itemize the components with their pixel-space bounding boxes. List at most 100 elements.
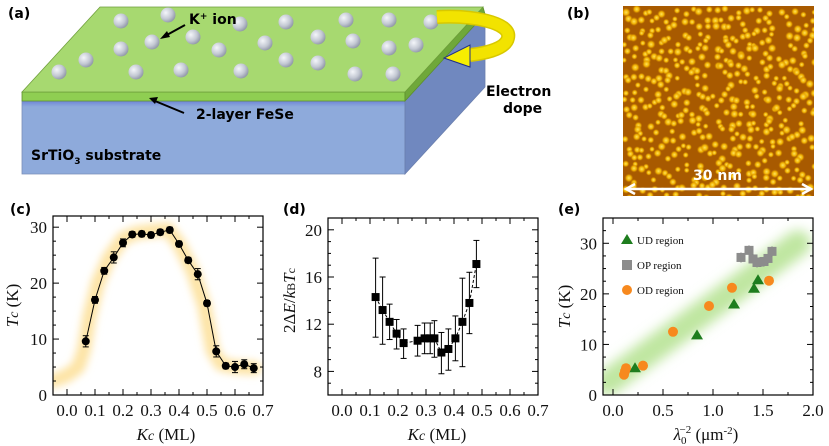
data-point bbox=[472, 260, 481, 269]
stm-atom bbox=[776, 174, 784, 182]
data-point-od bbox=[704, 300, 714, 311]
y-axis-label: 2ΔE/kBTc bbox=[280, 268, 299, 333]
data-point-op bbox=[736, 252, 746, 262]
data-point bbox=[156, 228, 165, 237]
stm-atom bbox=[758, 138, 765, 145]
stm-atom bbox=[728, 47, 738, 56]
stm-atom bbox=[735, 143, 744, 151]
stm-atom bbox=[784, 95, 793, 104]
electron-dope-label-line1: Electron bbox=[486, 84, 551, 100]
electron-dope-label-line2: dope bbox=[503, 101, 542, 117]
stm-atom bbox=[671, 16, 678, 22]
stm-atom bbox=[682, 98, 691, 107]
stm-atom bbox=[809, 17, 814, 25]
data-point-ud bbox=[629, 362, 641, 373]
stm-atom bbox=[763, 95, 773, 105]
y-axis-label: Tc (K) bbox=[3, 284, 22, 328]
data-point-od bbox=[668, 326, 678, 337]
stm-atom bbox=[646, 191, 654, 196]
stm-atom bbox=[663, 86, 670, 93]
k-ion-sphere bbox=[160, 7, 176, 23]
stm-atom bbox=[718, 163, 727, 173]
stm-atom bbox=[738, 132, 748, 142]
stm-atom bbox=[734, 119, 744, 128]
x-tick-label: 2.0 bbox=[802, 401, 823, 420]
stm-atom bbox=[630, 103, 639, 112]
stm-atom bbox=[694, 6, 704, 17]
data-point bbox=[371, 293, 380, 302]
stm-atom bbox=[724, 85, 732, 93]
stm-atom bbox=[673, 61, 681, 69]
stm-atom bbox=[678, 132, 687, 142]
stm-atom bbox=[631, 53, 638, 60]
data-point bbox=[91, 295, 99, 304]
stm-atom bbox=[623, 135, 629, 143]
x-tick-label: 0.1 bbox=[359, 401, 380, 420]
stm-atom bbox=[811, 162, 814, 171]
stm-atom bbox=[683, 161, 690, 168]
stm-atom bbox=[788, 132, 797, 141]
stm-atom bbox=[626, 194, 633, 196]
stm-atom bbox=[713, 53, 722, 61]
stm-atom bbox=[683, 87, 693, 97]
data-point bbox=[184, 256, 193, 265]
stm-atom bbox=[805, 98, 814, 107]
stm-atom bbox=[801, 52, 809, 60]
y-tick-label: 10 bbox=[30, 330, 47, 349]
stm-atom bbox=[683, 167, 690, 174]
x-tick-label: 0.5 bbox=[196, 401, 217, 420]
stm-atom bbox=[677, 111, 686, 120]
stm-atom bbox=[719, 142, 729, 151]
stm-atom bbox=[799, 76, 808, 85]
stm-atom bbox=[689, 181, 698, 190]
stm-atom bbox=[713, 102, 720, 109]
stm-atom bbox=[767, 151, 775, 158]
stm-atom bbox=[767, 126, 775, 133]
stm-atom bbox=[697, 52, 707, 62]
stm-atom bbox=[654, 53, 664, 63]
stm-atom bbox=[748, 109, 758, 119]
y-tick-label: 16 bbox=[305, 268, 322, 287]
stm-atom bbox=[625, 111, 634, 119]
stm-atom bbox=[776, 109, 783, 116]
panel-d-label: (d) bbox=[283, 202, 306, 218]
stm-atom bbox=[669, 20, 679, 30]
stm-atom bbox=[806, 133, 814, 143]
k-ion-sphere bbox=[78, 52, 94, 68]
stm-atom bbox=[762, 71, 771, 80]
k-ion-sphere bbox=[232, 16, 248, 32]
stm-atom bbox=[654, 96, 663, 105]
x-axis-label: Kc (ML) bbox=[136, 425, 196, 444]
stm-atom bbox=[797, 125, 807, 135]
stm-atom bbox=[769, 178, 777, 186]
stm-atom bbox=[732, 37, 740, 45]
k-ion-spheres bbox=[51, 7, 439, 82]
stm-atom bbox=[745, 177, 753, 184]
stm-atom bbox=[642, 86, 650, 93]
y-tick-label: 30 bbox=[580, 234, 597, 253]
y-tick-label: 20 bbox=[30, 274, 47, 293]
stm-atom bbox=[682, 151, 689, 159]
panel-e-label: (e) bbox=[558, 202, 581, 218]
k-ion-sphere bbox=[51, 64, 67, 80]
stm-atom bbox=[720, 90, 729, 99]
stm-atom bbox=[629, 33, 638, 43]
data-point bbox=[420, 334, 429, 343]
data-point bbox=[392, 329, 401, 338]
stm-atom bbox=[777, 8, 787, 17]
stm-atom bbox=[753, 160, 762, 169]
stm-atom bbox=[758, 39, 766, 47]
legend-label: UD region bbox=[637, 235, 684, 247]
stm-atom bbox=[771, 80, 778, 87]
stm-atom bbox=[702, 37, 710, 44]
stm-atom bbox=[802, 41, 811, 50]
stm-atom bbox=[665, 172, 673, 180]
k-ion-pointer-arrow bbox=[160, 24, 186, 39]
stm-atom bbox=[793, 156, 802, 165]
stm-atom bbox=[637, 164, 646, 174]
x-tick-label: 0.4 bbox=[443, 401, 465, 420]
data-point bbox=[193, 270, 202, 279]
stm-atom bbox=[646, 39, 656, 50]
stm-atom bbox=[727, 60, 735, 69]
